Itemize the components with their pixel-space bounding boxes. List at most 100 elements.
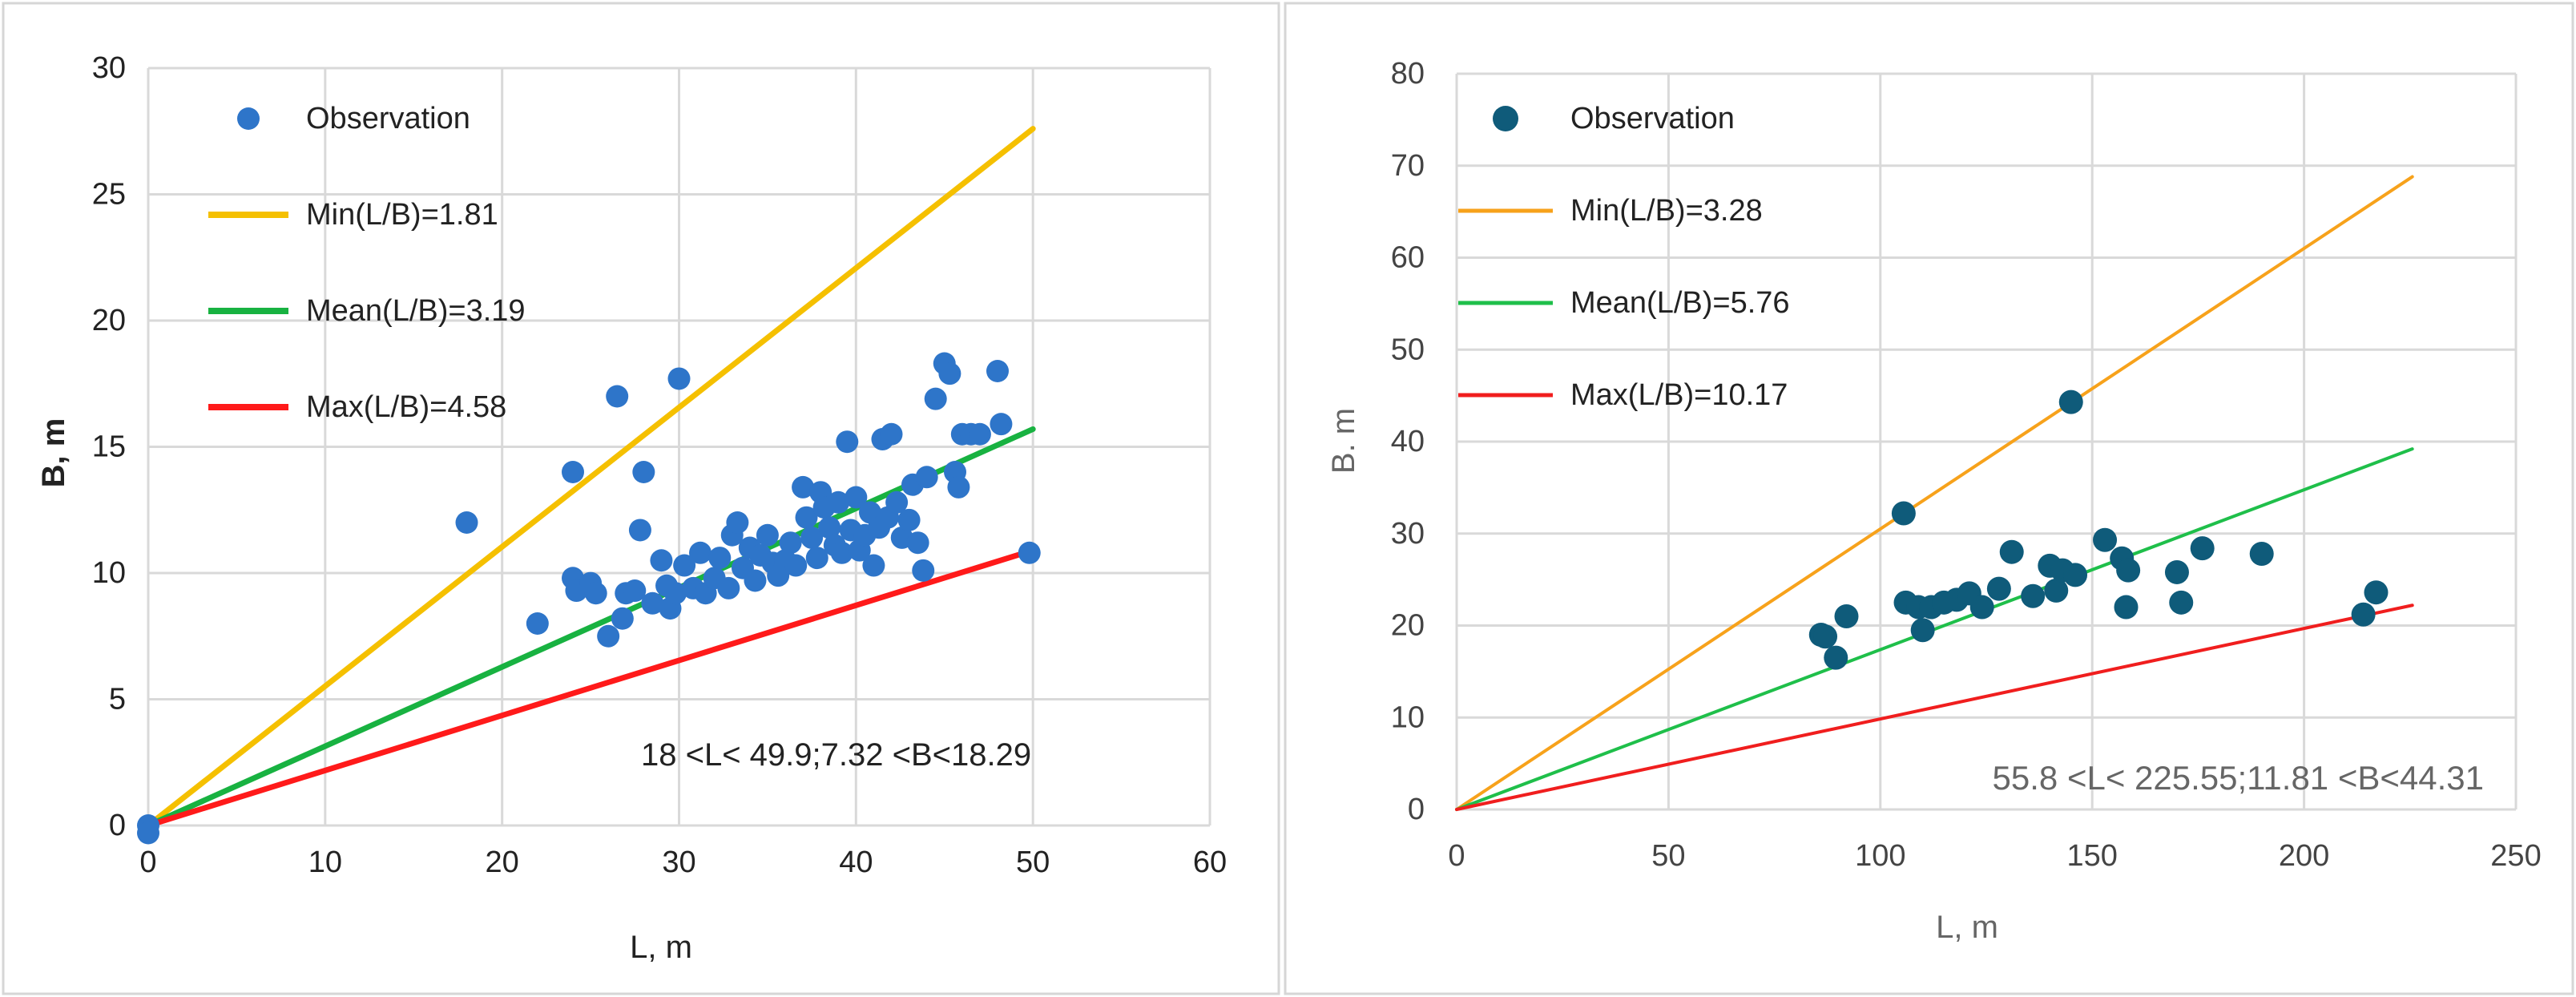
left-observation-point bbox=[756, 523, 779, 547]
left-legend-label: Mean(L/B)=3.19 bbox=[306, 294, 526, 328]
right-observation-point bbox=[2044, 578, 2069, 603]
left-observation-point bbox=[862, 554, 885, 577]
left-observation-point bbox=[632, 461, 655, 483]
right-observation-point bbox=[1969, 595, 1994, 620]
left-observation-point bbox=[628, 519, 651, 542]
left-x-tick-label: 60 bbox=[1193, 846, 1227, 879]
right-y-tick-label: 60 bbox=[1391, 241, 1425, 275]
right-ratio-line-2 bbox=[1455, 603, 2414, 811]
left-grid bbox=[147, 67, 1211, 827]
left-observation-point bbox=[562, 461, 584, 483]
right-legend-marker bbox=[1493, 106, 1518, 131]
right-x-tick-label: 0 bbox=[1448, 839, 1465, 873]
right-observation-point bbox=[1824, 645, 1848, 670]
right-observation-point bbox=[2093, 527, 2118, 552]
right-y-tick-label: 50 bbox=[1391, 333, 1425, 366]
right-observation-point bbox=[2249, 541, 2274, 566]
right-ratio-line-0 bbox=[1455, 175, 2414, 811]
left-observation-point bbox=[708, 547, 732, 570]
left-y-tick-label: 10 bbox=[92, 556, 126, 590]
left-tick-labels: 0 10 20 30 40 50 60 0 5 10 15 20 25 30 bbox=[92, 51, 1227, 879]
left-observation-point bbox=[667, 367, 691, 390]
left-observation-points bbox=[137, 352, 1041, 845]
right-observation-point bbox=[2116, 558, 2141, 583]
right-observation-point bbox=[2351, 602, 2376, 627]
left-observation-point bbox=[827, 490, 850, 514]
left-observation-point bbox=[779, 531, 802, 555]
right-observation-point bbox=[2021, 583, 2046, 608]
right-x-tick-label: 100 bbox=[1855, 839, 1905, 873]
left-y-tick-label: 0 bbox=[109, 809, 126, 842]
right-legend: Observation Min(L/B)=3.28 Mean(L/B)=5.76 Ma… bbox=[1458, 102, 1790, 412]
left-observation-point bbox=[584, 582, 607, 605]
left-y-tick-label: 20 bbox=[92, 304, 126, 337]
left-x-tick-label: 30 bbox=[662, 846, 695, 879]
left-y-tick-label: 30 bbox=[92, 51, 126, 85]
left-observation-point bbox=[830, 541, 853, 564]
right-observation-point bbox=[2164, 559, 2189, 584]
right-y-tick-label: 20 bbox=[1391, 609, 1425, 643]
right-x-tick-label: 200 bbox=[2279, 839, 2329, 873]
left-observation-point bbox=[915, 466, 938, 489]
right-legend-label: Min(L/B)=3.28 bbox=[1570, 194, 1763, 228]
left-observation-point bbox=[800, 526, 824, 549]
left-observation-point bbox=[641, 591, 664, 615]
right-x-axis-label: L, m bbox=[1936, 910, 1998, 945]
left-observation-point bbox=[792, 475, 815, 498]
left-observation-point bbox=[880, 422, 903, 446]
left-observation-point bbox=[606, 385, 629, 408]
left-observation-point bbox=[650, 549, 673, 572]
right-y-tick-label: 0 bbox=[1408, 793, 1425, 826]
left-observation-point bbox=[938, 362, 961, 385]
right-y-tick-label: 80 bbox=[1391, 57, 1425, 91]
right-x-tick-label: 150 bbox=[2066, 839, 2117, 873]
left-observation-point bbox=[986, 360, 1009, 382]
left-observation-point bbox=[1018, 541, 1041, 564]
right-y-tick-label: 10 bbox=[1391, 700, 1425, 734]
right-legend-label: Max(L/B)=10.17 bbox=[1570, 378, 1788, 412]
left-observation-point bbox=[924, 387, 947, 410]
right-observation-point bbox=[1834, 604, 1859, 629]
left-legend: Observation Min(L/B)=1.81 Mean(L/B)=3.19 Ma… bbox=[208, 102, 526, 424]
right-annotation: 55.8 <L< 225.55;11.81 <B<44.31 bbox=[1993, 759, 2484, 797]
left-scatter-chart: 0 10 20 30 40 50 60 0 5 10 15 20 25 30 Observation Min… bbox=[2, 2, 1280, 995]
left-observation-point bbox=[912, 559, 935, 582]
left-observation-point bbox=[784, 554, 808, 577]
left-observation-point bbox=[818, 516, 841, 539]
left-ratio-line-2 bbox=[145, 547, 1036, 829]
left-legend-marker bbox=[237, 107, 260, 130]
right-tick-labels: 0 50 100 150 200 250 0 10 20 30 40 50 60 70 80 bbox=[1391, 57, 2542, 873]
left-chart-panel: 0 10 20 30 40 50 60 0 5 10 15 20 25 30 Observation Min… bbox=[0, 0, 1282, 997]
right-observation-point bbox=[1813, 624, 1838, 649]
right-observation-point bbox=[1910, 618, 1935, 643]
left-observation-point bbox=[597, 624, 620, 648]
right-chart-panel: 0 50 100 150 200 250 0 10 20 30 40 50 60 70 80 Observa… bbox=[1282, 0, 2576, 997]
left-observation-point bbox=[805, 547, 828, 570]
left-observation-point bbox=[623, 579, 647, 603]
left-observation-point bbox=[526, 612, 549, 635]
left-observation-point bbox=[689, 541, 712, 564]
left-ratio-lines bbox=[145, 126, 1036, 829]
right-observation-point bbox=[2114, 595, 2139, 620]
left-observation-point bbox=[845, 486, 868, 509]
left-observation-point bbox=[673, 554, 696, 577]
right-x-tick-label: 250 bbox=[2490, 839, 2541, 873]
left-observation-point bbox=[744, 569, 767, 592]
right-observation-point bbox=[2169, 590, 2194, 615]
left-x-tick-label: 40 bbox=[839, 846, 873, 879]
left-y-tick-label: 15 bbox=[92, 430, 126, 464]
right-observation-point bbox=[2058, 390, 2083, 414]
left-observation-point bbox=[664, 582, 687, 605]
right-observation-point bbox=[1999, 539, 2024, 564]
left-observation-point bbox=[947, 475, 970, 498]
left-x-tick-label: 10 bbox=[308, 846, 342, 879]
left-legend-label: Max(L/B)=4.58 bbox=[306, 390, 506, 424]
right-scatter-chart: 0 50 100 150 200 250 0 10 20 30 40 50 60 70 80 Observa… bbox=[1284, 2, 2574, 995]
left-annotation: 18 <L< 49.9;7.32 <B<18.29 bbox=[641, 737, 1031, 773]
right-y-tick-label: 40 bbox=[1391, 425, 1425, 458]
right-observation-point bbox=[2063, 563, 2088, 587]
right-observation-points bbox=[1808, 390, 2389, 670]
right-observation-point bbox=[1986, 576, 2011, 601]
right-grid bbox=[1455, 72, 2518, 811]
left-ratio-line-0 bbox=[145, 126, 1036, 829]
